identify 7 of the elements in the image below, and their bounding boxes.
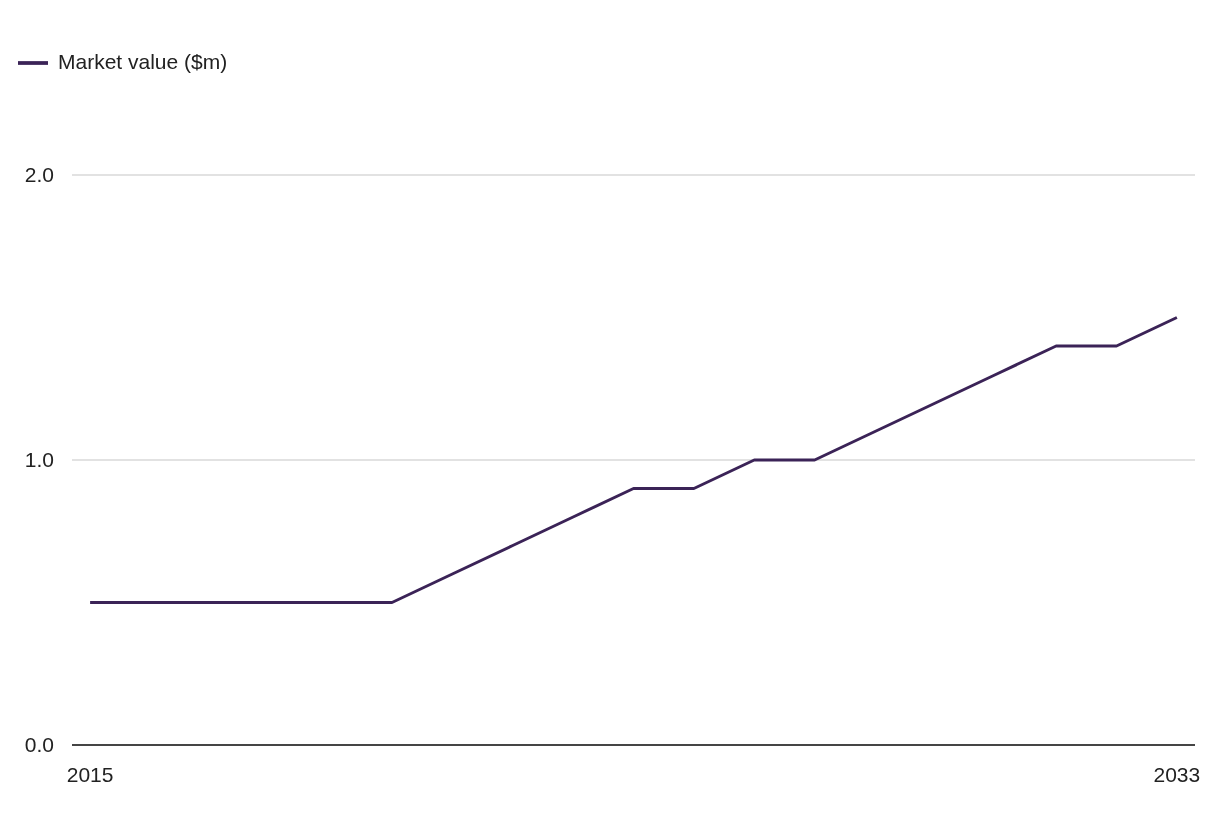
y-tick-label: 0.0 [24, 733, 54, 757]
y-tick-label: 1.0 [24, 448, 54, 472]
x-tick-label: 2033 [1153, 762, 1201, 786]
x-tick-label: 2015 [66, 762, 114, 786]
line-series [88, 316, 1179, 604]
y-tick-label: 2.0 [24, 163, 54, 187]
legend-label: Market value ($m) [58, 49, 228, 73]
